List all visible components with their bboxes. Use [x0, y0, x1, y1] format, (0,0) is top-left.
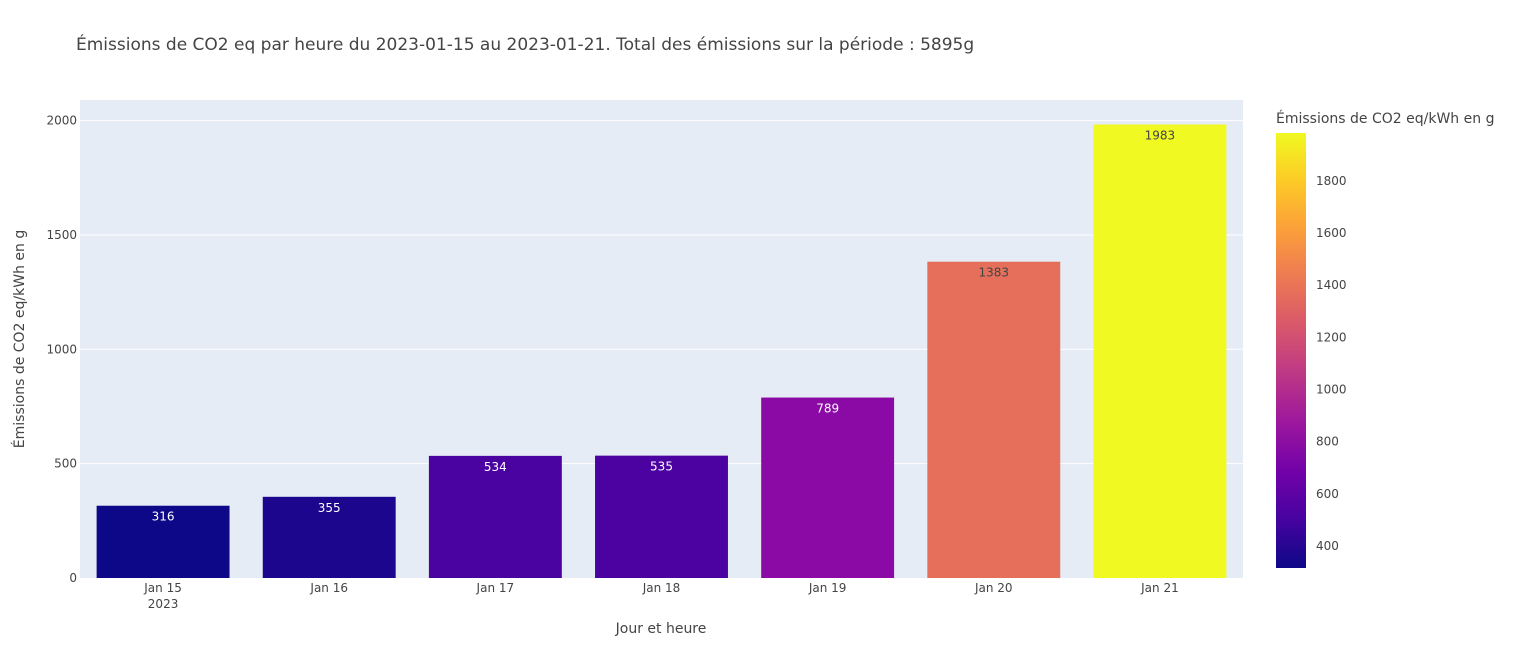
- colorbar-tick-label: 800: [1316, 435, 1339, 449]
- colorbar-tick-label: 1400: [1316, 278, 1347, 292]
- x-tick-label: Jan 16: [309, 581, 348, 595]
- bar: [1093, 124, 1227, 578]
- bar-value-label: 1383: [979, 266, 1010, 280]
- x-tick-sublabel: 2023: [148, 597, 179, 611]
- colorbar-tick-label: 600: [1316, 487, 1339, 501]
- bar-value-label: 1983: [1145, 128, 1176, 142]
- colorbar-tick-label: 1600: [1316, 226, 1347, 240]
- chart-title: Émissions de CO2 eq par heure du 2023-01…: [76, 33, 974, 55]
- x-tick-label: Jan 21: [1140, 581, 1179, 595]
- x-tick-label: Jan 20: [974, 581, 1013, 595]
- bar-value-label: 355: [318, 501, 341, 515]
- bar-value-label: 534: [484, 460, 507, 474]
- bar-value-label: 316: [152, 510, 175, 524]
- x-tick-label: Jan 19: [808, 581, 847, 595]
- bar: [927, 261, 1061, 578]
- bar: [262, 496, 396, 578]
- y-tick-label: 500: [54, 457, 77, 471]
- colorbar-tick-label: 400: [1316, 539, 1339, 553]
- y-tick-label: 1500: [46, 228, 77, 242]
- y-tick-label: 2000: [46, 114, 77, 128]
- colorbar-title: Émissions de CO2 eq/kWh en g: [1276, 110, 1494, 127]
- x-axis-title: Jour et heure: [615, 621, 707, 637]
- colorbar-tick-label: 1200: [1316, 330, 1347, 344]
- bars: 316 355 534 535 789 1383 1983: [96, 124, 1227, 578]
- bar: [428, 455, 562, 578]
- colorbar-ticks: 400 600 800 1000 1200 1400 1600 1800: [1316, 174, 1347, 553]
- bar: [761, 397, 895, 578]
- bar-value-label: 535: [650, 460, 673, 474]
- y-axis-ticks: 0 500 1000 1500 2000: [46, 114, 77, 585]
- colorbar-tick-label: 1800: [1316, 174, 1347, 188]
- colorbar-gradient: [1276, 133, 1306, 568]
- y-tick-label: 0: [69, 571, 77, 585]
- bar-value-label: 789: [816, 402, 839, 416]
- y-axis-title: Émissions de CO2 eq/kWh en g: [11, 230, 28, 448]
- x-tick-label: Jan 17: [476, 581, 515, 595]
- colorbar: Émissions de CO2 eq/kWh en g 400 600 800 10…: [1276, 110, 1494, 568]
- colorbar-tick-label: 1000: [1316, 383, 1347, 397]
- bar: [96, 505, 230, 578]
- bar: [595, 455, 728, 578]
- x-tick-label: Jan 18: [642, 581, 681, 595]
- y-tick-label: 1000: [46, 342, 77, 356]
- x-tick-label: Jan 15: [143, 581, 182, 595]
- x-axis-ticks: Jan 15 2023 Jan 16 Jan 17 Jan 18 Jan 19 Jan 20…: [143, 581, 1178, 611]
